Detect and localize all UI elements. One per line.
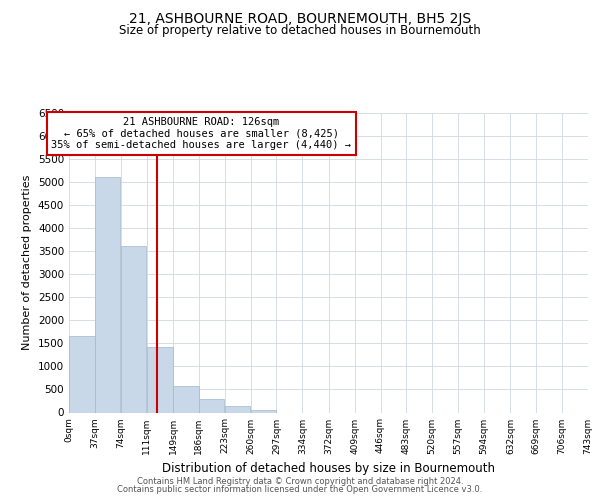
Bar	[251, 410, 276, 412]
Text: Contains public sector information licensed under the Open Government Licence v3: Contains public sector information licen…	[118, 485, 482, 494]
Bar	[69, 336, 95, 412]
Bar	[225, 406, 250, 412]
Bar	[121, 246, 146, 412]
Y-axis label: Number of detached properties: Number of detached properties	[22, 175, 32, 350]
Bar	[147, 347, 173, 412]
Bar	[199, 399, 224, 412]
Text: 21 ASHBOURNE ROAD: 126sqm
← 65% of detached houses are smaller (8,425)
35% of se: 21 ASHBOURNE ROAD: 126sqm ← 65% of detac…	[52, 117, 352, 150]
Bar	[95, 177, 121, 412]
Bar	[173, 386, 199, 412]
Text: Size of property relative to detached houses in Bournemouth: Size of property relative to detached ho…	[119, 24, 481, 37]
Text: Contains HM Land Registry data © Crown copyright and database right 2024.: Contains HM Land Registry data © Crown c…	[137, 477, 463, 486]
Text: 21, ASHBOURNE ROAD, BOURNEMOUTH, BH5 2JS: 21, ASHBOURNE ROAD, BOURNEMOUTH, BH5 2JS	[129, 12, 471, 26]
X-axis label: Distribution of detached houses by size in Bournemouth: Distribution of detached houses by size …	[162, 462, 495, 475]
